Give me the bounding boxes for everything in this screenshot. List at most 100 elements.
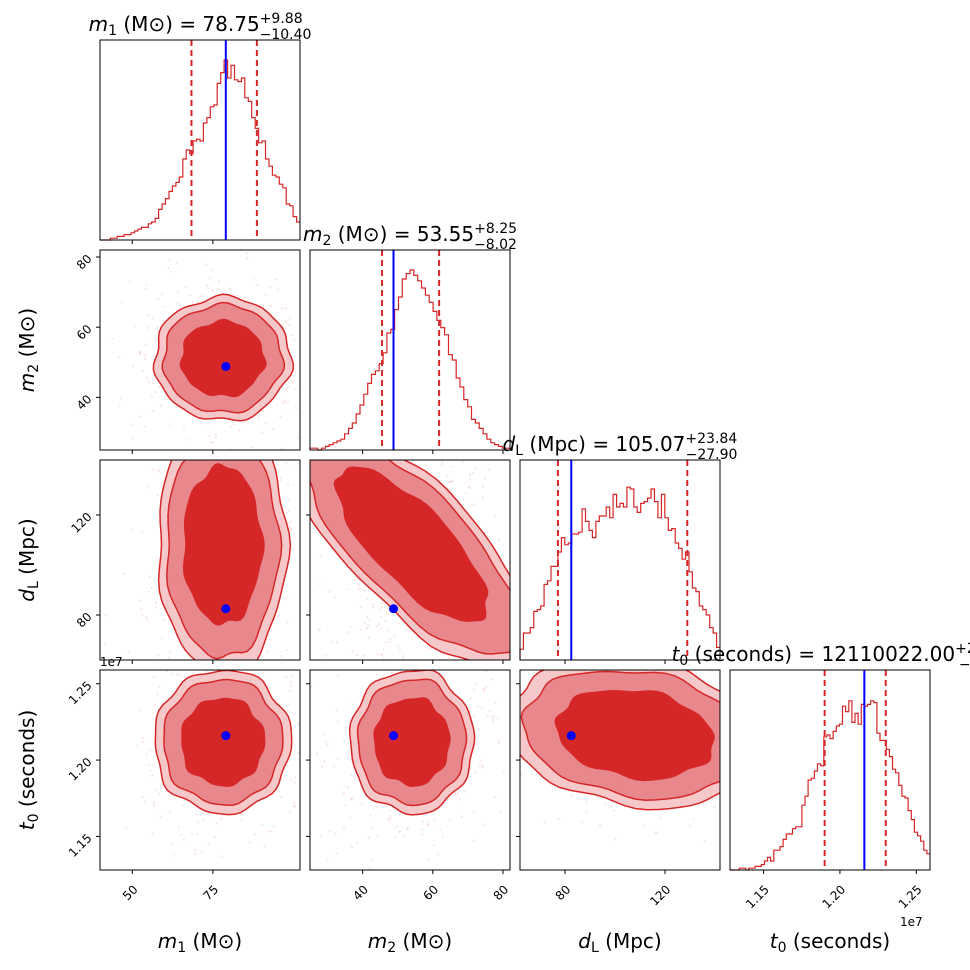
scatter-point: [196, 820, 199, 823]
scatter-point: [388, 808, 391, 811]
scatter-point: [307, 718, 309, 720]
scatter-point: [297, 722, 300, 726]
scatter-point: [465, 406, 467, 408]
scatter-point: [382, 657, 385, 660]
scatter-point: [269, 286, 272, 289]
scatter-point: [492, 718, 495, 721]
scatter-point: [135, 631, 137, 633]
scatter-point: [370, 414, 372, 416]
scatter-point: [383, 804, 386, 807]
scatter-point: [430, 661, 432, 663]
scatter-point: [332, 763, 334, 765]
scatter-point: [660, 662, 662, 664]
scatter-point: [324, 410, 326, 412]
scatter-point: [215, 426, 217, 428]
scatter-point: [139, 353, 142, 356]
scatter-point: [356, 841, 359, 845]
scatter-point: [194, 852, 197, 855]
scatter-point: [313, 700, 315, 702]
scatter-point: [284, 388, 287, 391]
scatter-point: [398, 422, 400, 424]
scatter-point: [492, 720, 495, 724]
scatter-point: [167, 267, 170, 270]
scatter-point: [196, 876, 198, 878]
scatter-point: [427, 822, 430, 826]
scatter-point: [366, 615, 369, 618]
scatter-point: [351, 650, 354, 653]
scatter-point: [322, 809, 324, 811]
scatter-point: [128, 280, 131, 283]
scatter-point: [286, 462, 289, 465]
axis-subscript: 1: [177, 940, 186, 956]
panel-frame: [519, 459, 721, 661]
scatter-point: [497, 741, 500, 744]
histogram-step: [730, 700, 930, 871]
scatter-point: [262, 672, 265, 675]
scatter-point: [334, 693, 336, 695]
scatter-point: [120, 397, 123, 400]
scatter-point: [472, 810, 476, 813]
scatter-point: [389, 447, 391, 449]
scatter-point: [345, 686, 347, 688]
scatter-point: [473, 688, 476, 692]
scatter-point: [279, 655, 282, 658]
scatter-point: [467, 423, 469, 425]
scatter-point: [422, 440, 424, 442]
scatter-point: [132, 364, 135, 368]
scatter-point: [204, 263, 208, 266]
scatter-point: [353, 384, 355, 386]
scatter-point: [470, 767, 473, 770]
panel-content: [104, 426, 305, 817]
scatter-point: [263, 661, 265, 663]
scatter-point: [348, 752, 351, 756]
scatter-point: [466, 452, 468, 454]
truth-marker: [389, 731, 399, 741]
scatter-point: [792, 755, 794, 757]
scatter-point: [260, 431, 264, 434]
scatter-point: [338, 697, 340, 699]
scatter-point: [458, 427, 460, 429]
scatter-point: [505, 664, 507, 666]
scatter-point: [201, 294, 204, 297]
scatter-point: [275, 404, 278, 408]
scatter-point: [421, 432, 423, 434]
scatter-point: [724, 713, 726, 715]
scatter-point: [381, 653, 384, 657]
scatter-point: [363, 622, 366, 625]
scatter-point: [689, 825, 692, 828]
scatter-point: [257, 416, 260, 419]
scatter-point: [720, 799, 722, 801]
contour-1sigma: [182, 463, 265, 626]
scatter-point: [125, 826, 128, 829]
scatter-point: [348, 712, 350, 714]
scatter-point: [476, 705, 479, 708]
scatter-point: [451, 442, 453, 444]
scatter-point: [219, 452, 221, 454]
scatter-point: [281, 447, 284, 450]
scatter-point: [588, 636, 590, 638]
scatter-point: [157, 298, 160, 301]
scatter-point: [284, 307, 287, 310]
scatter-point: [467, 486, 470, 489]
scatter-point: [333, 596, 336, 599]
panel-frame: [309, 459, 511, 661]
scatter-point: [447, 432, 449, 434]
x-tick-label-t0: 1.25: [896, 882, 925, 911]
scatter-point: [242, 815, 244, 817]
scatter-point: [174, 405, 178, 408]
scatter-point: [303, 455, 305, 457]
scatter-point: [755, 758, 757, 760]
contour-1sigma: [179, 318, 267, 398]
scatter-point: [515, 704, 517, 706]
scatter-point: [402, 453, 404, 455]
scatter-point: [295, 407, 298, 410]
scatter-point: [496, 717, 499, 720]
scatter-point: [201, 811, 205, 815]
contour-1sigma: [181, 697, 266, 787]
scatter-point: [917, 764, 919, 766]
scatter-point: [448, 656, 451, 659]
scatter-point: [283, 399, 286, 402]
scatter-point: [450, 422, 452, 424]
panel-content: [100, 631, 347, 878]
scatter-point: [143, 357, 147, 360]
